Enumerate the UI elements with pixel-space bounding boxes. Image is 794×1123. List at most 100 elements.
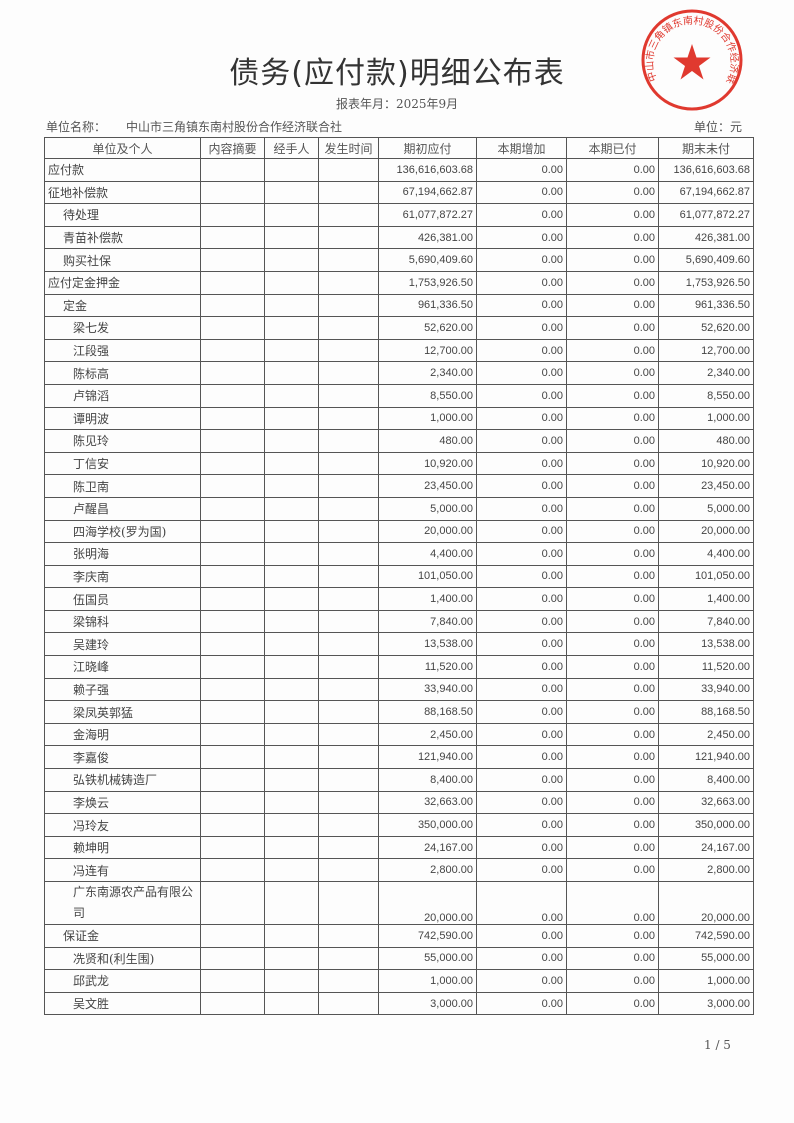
date-cell [318,564,379,589]
name: 梁七发 [44,316,201,340]
current-paid: 0.00 [566,858,659,882]
date-cell [318,991,379,1016]
date-cell [318,632,379,657]
name: 丁信安 [44,451,201,476]
current-paid: 0.00 [566,180,659,205]
summary-cell [200,813,265,837]
table-row: 征地补偿款 67,194,662.87 0.00 0.00 67,194,662.87 [44,180,754,205]
opening-payable: 67,194,662.87 [378,180,477,205]
page-number: 1 / 5 [704,1038,731,1052]
handler-cell [264,270,319,295]
date-cell [318,406,379,431]
date-cell [318,496,379,521]
current-increase: 0.00 [476,338,567,363]
closing-unpaid: 426,381.00 [658,225,754,250]
date-cell [318,858,379,882]
current-increase: 0.00 [476,474,567,498]
column-header: 单位及个人 [44,137,201,159]
table-row: 谭明波 1,000.00 0.00 0.00 1,000.00 [44,406,754,431]
date-cell [318,609,379,634]
unit-name-value: 中山市三角镇东南村股份合作经济联合社 [126,120,343,134]
closing-unpaid: 1,400.00 [658,587,754,611]
name: 邱武龙 [44,969,201,993]
handler-cell [264,406,319,431]
summary-cell [200,316,265,340]
date-cell [318,813,379,837]
opening-payable: 10,920.00 [378,451,477,476]
current-increase: 0.00 [476,451,567,476]
opening-payable: 8,400.00 [378,768,477,792]
name: 梁凤英郭猛 [44,700,201,724]
current-paid: 0.00 [566,700,659,724]
current-paid: 0.00 [566,564,659,589]
opening-payable: 5,000.00 [378,496,477,521]
name: 卢锦滔 [44,383,201,408]
opening-payable: 32,663.00 [378,790,477,815]
table-header-row: 单位及个人 内容摘要 经手人 发生时间 期初应付 本期增加 本期已付 期末未付 [44,137,754,159]
column-header: 经手人 [264,137,319,159]
opening-payable: 55,000.00 [378,946,477,971]
current-paid: 0.00 [566,383,659,408]
current-increase: 0.00 [476,632,567,657]
summary-cell [200,790,265,815]
name: 李焕云 [44,790,201,815]
opening-payable: 1,000.00 [378,406,477,431]
name: 购买社保 [44,248,201,272]
current-increase: 0.00 [476,946,567,971]
current-increase: 0.00 [476,270,567,295]
current-paid: 0.00 [566,406,659,431]
closing-unpaid: 8,400.00 [658,768,754,792]
current-paid: 0.00 [566,203,659,227]
summary-cell [200,248,265,272]
table-row: 梁凤英郭猛 88,168.50 0.00 0.00 88,168.50 [44,700,754,724]
table-row: 冼贤和(利生围) 55,000.00 0.00 0.00 55,000.00 [44,946,754,971]
current-paid: 0.00 [566,270,659,295]
current-paid: 0.00 [566,429,659,453]
table-row: 梁锦科 7,840.00 0.00 0.00 7,840.00 [44,609,754,634]
table-row: 李嘉俊 121,940.00 0.00 0.00 121,940.00 [44,745,754,770]
date-cell [318,722,379,747]
table-row: 梁七发 52,620.00 0.00 0.00 52,620.00 [44,316,754,340]
handler-cell [264,542,319,566]
date-cell [318,768,379,792]
summary-cell [200,158,265,182]
closing-unpaid: 480.00 [658,429,754,453]
current-paid: 0.00 [566,248,659,272]
handler-cell [264,632,319,657]
current-paid: 0.00 [566,881,659,925]
closing-unpaid: 20,000.00 [658,881,754,925]
column-header: 内容摘要 [200,137,265,159]
current-increase: 0.00 [476,790,567,815]
current-increase: 0.00 [476,158,567,182]
current-increase: 0.00 [476,835,567,860]
summary-cell [200,587,265,611]
name: 应付款 [44,158,201,182]
table-row: 四海学校(罗为国) 20,000.00 0.00 0.00 20,000.00 [44,519,754,544]
current-paid: 0.00 [566,474,659,498]
summary-cell [200,361,265,385]
date-cell [318,180,379,205]
summary-cell [200,293,265,318]
summary-cell [200,881,265,925]
name: 张明海 [44,542,201,566]
handler-cell [264,858,319,882]
page-title: 债务(应付款)明细公布表 [229,56,565,91]
handler-cell [264,813,319,837]
name: 征地补偿款 [44,180,201,205]
name: 陈标高 [44,361,201,385]
opening-payable: 7,840.00 [378,609,477,634]
date-cell [318,542,379,566]
table-row: 陈标高 2,340.00 0.00 0.00 2,340.00 [44,361,754,385]
closing-unpaid: 2,340.00 [658,361,754,385]
table-row: 邱武龙 1,000.00 0.00 0.00 1,000.00 [44,969,754,993]
summary-cell [200,225,265,250]
date-cell [318,225,379,250]
name: 谭明波 [44,406,201,431]
column-header: 期末未付 [658,137,754,159]
opening-payable: 8,550.00 [378,383,477,408]
summary-cell [200,338,265,363]
closing-unpaid: 52,620.00 [658,316,754,340]
date-cell [318,946,379,971]
summary-cell [200,991,265,1016]
